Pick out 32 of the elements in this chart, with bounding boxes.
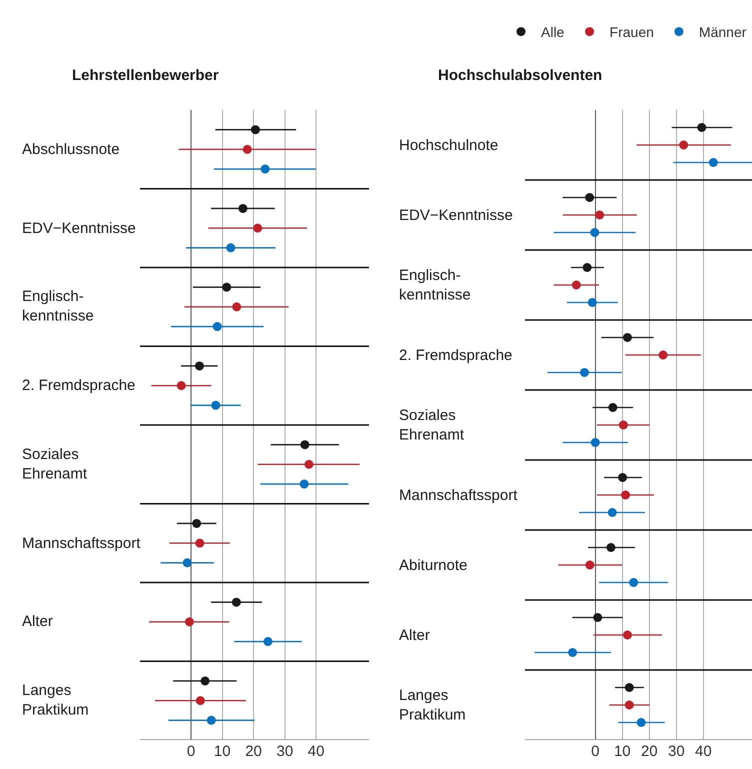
- y-tick-label: Abiturnote: [399, 557, 468, 574]
- x-tick-label: 20: [245, 743, 262, 760]
- x-tick-label: 30: [668, 743, 685, 760]
- x-tick-label: 10: [614, 743, 631, 760]
- legend-label: Alle: [541, 24, 565, 40]
- y-tick-label: 2. Fremdsprache: [22, 377, 136, 394]
- y-tick-label: Langes Praktikum: [22, 682, 89, 718]
- chart-title: Lehrstellenbewerber: [72, 67, 219, 84]
- y-tick-label: Soziales Ehrenamt: [22, 446, 88, 482]
- x-tick-label: 0: [186, 743, 196, 760]
- x-tick-label: 30: [276, 743, 294, 760]
- x-tick-label: 40: [695, 743, 712, 760]
- y-tick-label: Hochschulnote: [399, 137, 498, 154]
- x-tick-label: 20: [640, 743, 658, 760]
- y-tick-label: Alter: [22, 613, 53, 630]
- legend-label: Frauen: [610, 24, 654, 40]
- y-tick-label: Alter: [399, 627, 430, 644]
- y-tick-label: Mannschaftssport: [399, 487, 518, 504]
- y-tick-label: Englisch- kenntnisse: [22, 288, 94, 324]
- x-tick-label: 40: [308, 743, 324, 760]
- x-tick-label: 0: [591, 743, 600, 760]
- x-tick-label: 10: [214, 743, 231, 760]
- chart-title: Hochschulabsolventen: [438, 67, 602, 84]
- y-tick-label: EDV−Kenntnisse: [399, 207, 513, 224]
- y-tick-label: Mannschaftssport: [22, 535, 142, 552]
- y-tick-label: Soziales Ehrenamt: [399, 407, 465, 444]
- legend-label: Männer: [698, 24, 747, 40]
- y-tick-label: EDV−Kenntnisse: [22, 220, 136, 237]
- y-tick-label: Langes Praktikum: [399, 687, 466, 724]
- y-tick-label: Abschlussnote: [22, 141, 120, 158]
- y-tick-label: Englisch- kenntnisse: [399, 267, 471, 304]
- y-tick-label: 2. Fremdsprache: [399, 347, 512, 364]
